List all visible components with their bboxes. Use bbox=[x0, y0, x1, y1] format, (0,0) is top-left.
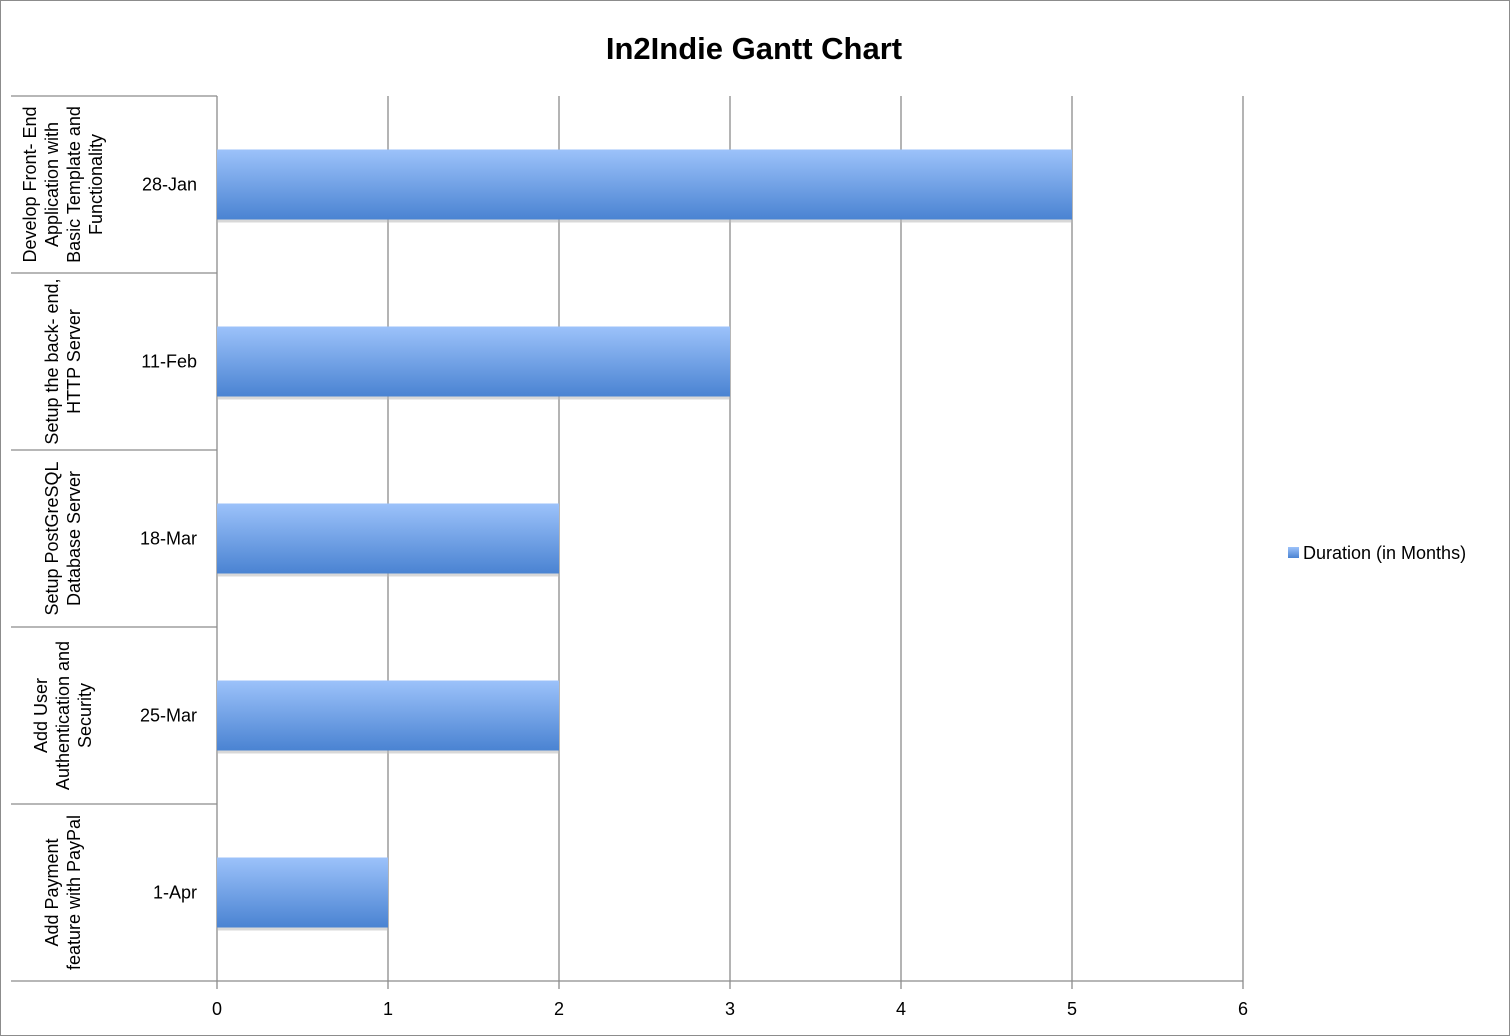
legend-swatch bbox=[1288, 547, 1299, 558]
category-task-line: Add User bbox=[31, 678, 51, 753]
category-labels: 28-Jan Develop Front- End Application with… bbox=[20, 106, 197, 970]
category-task-label: Setup the back- end, HTTP Server bbox=[42, 278, 84, 444]
x-tick-label: 2 bbox=[554, 999, 564, 1019]
category-task-line: Authentication and bbox=[53, 641, 73, 790]
category-task-label: Add User Authentication and Security bbox=[31, 641, 95, 790]
bar bbox=[217, 503, 559, 574]
x-tick-label: 4 bbox=[896, 999, 906, 1019]
bars bbox=[217, 149, 1073, 931]
category-task-line: Functionality bbox=[86, 134, 106, 235]
chart-title: In2Indie Gantt Chart bbox=[606, 31, 902, 66]
category-task-line: feature with PayPal bbox=[64, 815, 84, 970]
category-date-label: 1-Apr bbox=[153, 883, 197, 903]
bar bbox=[217, 680, 559, 751]
category-date-label: 18-Mar bbox=[140, 529, 197, 549]
x-tick-label: 3 bbox=[725, 999, 735, 1019]
category-task-line: Setup the back- end, bbox=[42, 278, 62, 444]
category-task-label: Add Payment feature with PayPal bbox=[42, 815, 84, 970]
bar bbox=[217, 326, 730, 397]
bar bbox=[217, 857, 388, 928]
gridlines bbox=[387, 96, 1244, 981]
x-tick-label: 5 bbox=[1067, 999, 1077, 1019]
category-task-line: Develop Front- End bbox=[20, 106, 40, 262]
legend-label: Duration (in Months) bbox=[1303, 543, 1466, 563]
category-task-line: Setup PostGreSQL bbox=[42, 461, 62, 615]
x-tick-labels: 0 1 2 3 4 5 6 bbox=[212, 999, 1248, 1019]
category-date-label: 11-Feb bbox=[141, 352, 197, 372]
x-tick-label: 6 bbox=[1238, 999, 1248, 1019]
legend: Duration (in Months) bbox=[1288, 543, 1466, 563]
category-date-label: 28-Jan bbox=[142, 175, 197, 195]
x-tick-label: 0 bbox=[212, 999, 222, 1019]
x-tick-label: 1 bbox=[383, 999, 393, 1019]
category-task-line: Add Payment bbox=[42, 838, 62, 946]
category-task-line: Security bbox=[75, 683, 95, 748]
category-task-line: Database Server bbox=[64, 471, 84, 606]
category-task-label: Setup PostGreSQL Database Server bbox=[42, 461, 84, 615]
category-date-label: 25-Mar bbox=[140, 706, 197, 726]
category-task-label: Develop Front- End Application with Basic … bbox=[20, 106, 106, 263]
bar bbox=[217, 149, 1072, 220]
category-task-line: Application with bbox=[42, 122, 62, 247]
category-task-line: Basic Template and bbox=[64, 106, 84, 263]
category-task-line: HTTP Server bbox=[64, 309, 84, 414]
